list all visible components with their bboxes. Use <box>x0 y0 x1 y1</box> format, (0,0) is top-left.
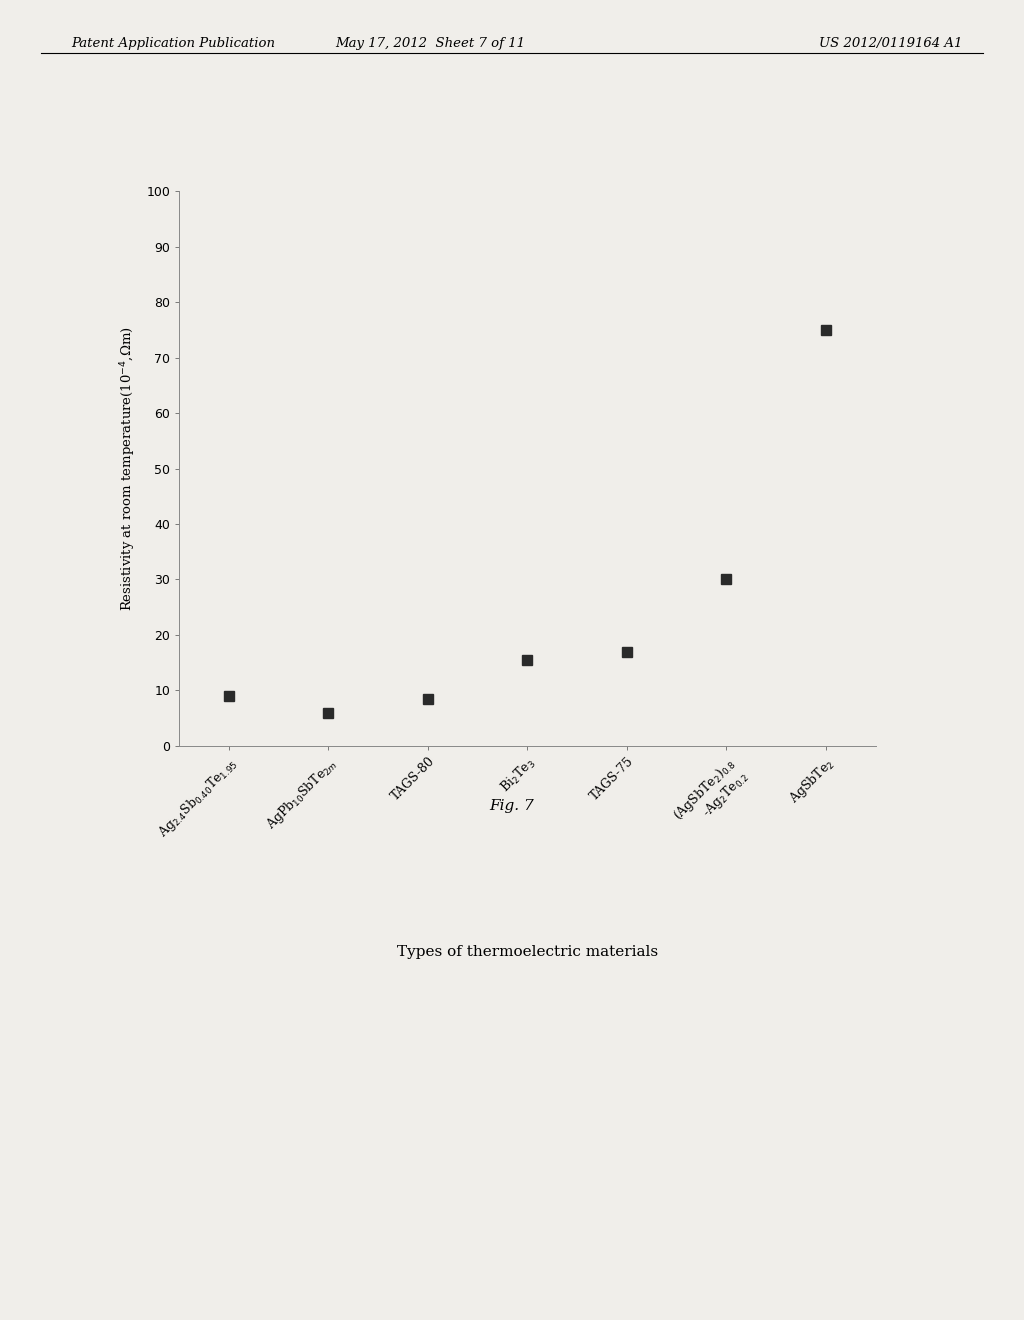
Text: Fig. 7: Fig. 7 <box>489 799 535 813</box>
X-axis label: Types of thermoelectric materials: Types of thermoelectric materials <box>396 945 658 960</box>
Text: US 2012/0119164 A1: US 2012/0119164 A1 <box>819 37 963 50</box>
Y-axis label: Resistivity at room temperature(10$^{-4}$,Ωm): Resistivity at room temperature(10$^{-4}… <box>119 326 138 611</box>
Text: Patent Application Publication: Patent Application Publication <box>72 37 275 50</box>
Text: May 17, 2012  Sheet 7 of 11: May 17, 2012 Sheet 7 of 11 <box>335 37 525 50</box>
